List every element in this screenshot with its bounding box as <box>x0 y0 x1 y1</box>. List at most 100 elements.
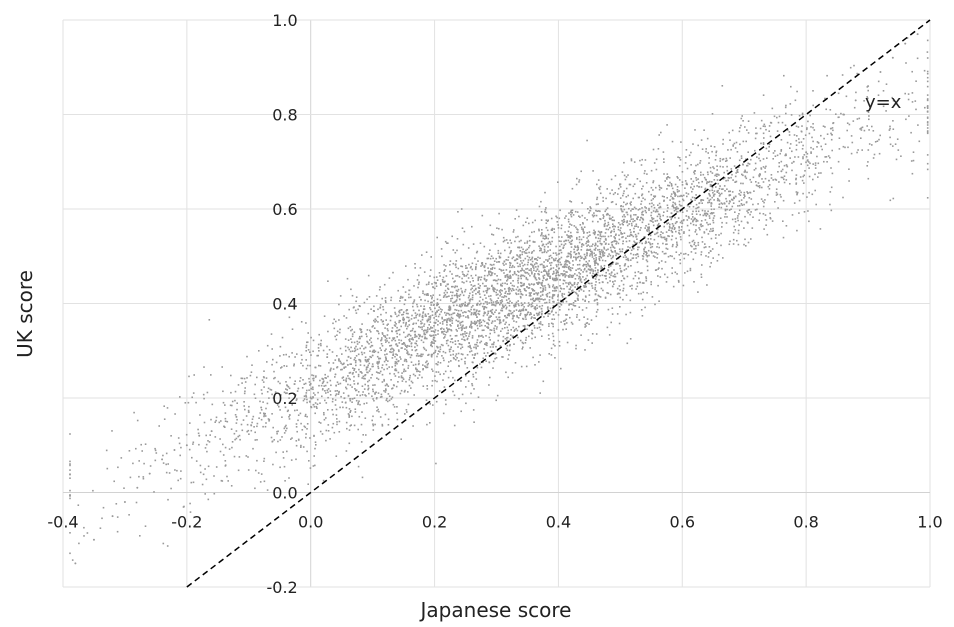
scatter-point <box>817 176 819 178</box>
scatter-point <box>664 180 666 182</box>
scatter-point <box>115 503 118 505</box>
scatter-point <box>501 309 503 312</box>
scatter-point <box>288 387 291 390</box>
scatter-point <box>327 280 329 282</box>
scatter-point <box>509 292 511 295</box>
scatter-point <box>356 340 358 343</box>
scatter-point <box>687 215 690 218</box>
scatter-point <box>645 277 648 280</box>
scatter-point <box>404 358 406 361</box>
scatter-point <box>396 326 398 329</box>
scatter-point <box>795 191 798 193</box>
scatter-point <box>491 274 493 276</box>
scatter-point <box>814 189 816 192</box>
scatter-point <box>676 244 679 247</box>
scatter-point <box>327 396 329 399</box>
scatter-point <box>162 542 165 545</box>
scatter-point <box>266 391 269 393</box>
scatter-point <box>425 337 427 340</box>
scatter-point <box>404 325 407 327</box>
scatter-point <box>394 311 396 314</box>
scatter-point <box>502 269 505 271</box>
scatter-point <box>410 296 412 299</box>
scatter-point <box>599 251 602 253</box>
scatter-point <box>246 377 248 379</box>
scatter-point <box>679 236 682 238</box>
scatter-point <box>495 399 497 402</box>
scatter-point <box>319 365 322 367</box>
scatter-point <box>489 310 492 313</box>
scatter-point <box>532 300 535 302</box>
scatter-point <box>623 220 626 223</box>
scatter-point <box>645 254 647 256</box>
scatter-point <box>616 241 618 243</box>
scatter-point <box>421 328 423 331</box>
scatter-point <box>620 209 623 211</box>
scatter-point <box>510 242 513 244</box>
scatter-point <box>619 267 622 270</box>
scatter-point <box>413 285 415 287</box>
scatter-point <box>518 240 521 243</box>
scatter-point <box>713 195 715 197</box>
scatter-point <box>541 232 543 234</box>
scatter-point <box>366 335 368 338</box>
scatter-point <box>436 298 439 301</box>
scatter-point <box>534 276 536 279</box>
scatter-point <box>221 366 223 368</box>
scatter-point <box>548 338 550 340</box>
scatter-point <box>677 279 680 282</box>
scatter-point <box>682 284 685 287</box>
scatter-point <box>717 182 719 185</box>
scatter-point <box>513 266 516 268</box>
scatter-point <box>721 203 724 205</box>
scatter-point <box>287 409 289 412</box>
scatter-point <box>793 202 796 204</box>
scatter-point <box>575 257 577 260</box>
scatter-point <box>343 366 346 369</box>
scatter-point <box>762 158 765 160</box>
scatter-point <box>244 408 246 411</box>
scatter-point <box>357 465 360 468</box>
scatter-point <box>506 275 509 278</box>
scatter-point <box>560 251 563 254</box>
scatter-point <box>582 290 585 292</box>
scatter-point <box>457 309 460 312</box>
scatter-point <box>452 312 454 315</box>
scatter-point <box>449 354 452 356</box>
scatter-point <box>769 212 771 215</box>
scatter-point <box>694 199 696 201</box>
scatter-point <box>532 241 535 243</box>
scatter-point <box>567 255 570 258</box>
scatter-point <box>470 313 473 316</box>
scatter-point <box>524 242 526 244</box>
scatter-point <box>657 284 659 287</box>
scatter-point <box>650 169 653 172</box>
scatter-point <box>598 187 600 189</box>
scatter-point <box>762 125 765 127</box>
scatter-point <box>670 218 672 221</box>
scatter-point <box>345 377 348 380</box>
scatter-point <box>555 311 557 314</box>
scatter-point <box>503 272 505 274</box>
scatter-point <box>861 149 863 151</box>
scatter-point <box>432 404 434 406</box>
scatter-point <box>390 348 392 351</box>
scatter-point <box>505 299 508 301</box>
scatter-point <box>504 249 506 252</box>
scatter-point <box>469 325 471 328</box>
scatter-point <box>494 273 496 275</box>
scatter-point <box>419 334 421 336</box>
scatter-point <box>615 240 617 242</box>
scatter-point <box>623 174 626 177</box>
scatter-point <box>560 304 563 306</box>
scatter-point <box>612 285 614 288</box>
scatter-point <box>638 196 640 199</box>
scatter-point <box>608 276 611 279</box>
scatter-point <box>427 283 430 285</box>
scatter-point <box>529 312 532 314</box>
scatter-point <box>568 276 570 278</box>
scatter-point <box>613 225 615 227</box>
scatter-point <box>412 364 415 366</box>
scatter-point <box>573 281 576 284</box>
scatter-point <box>486 322 488 324</box>
